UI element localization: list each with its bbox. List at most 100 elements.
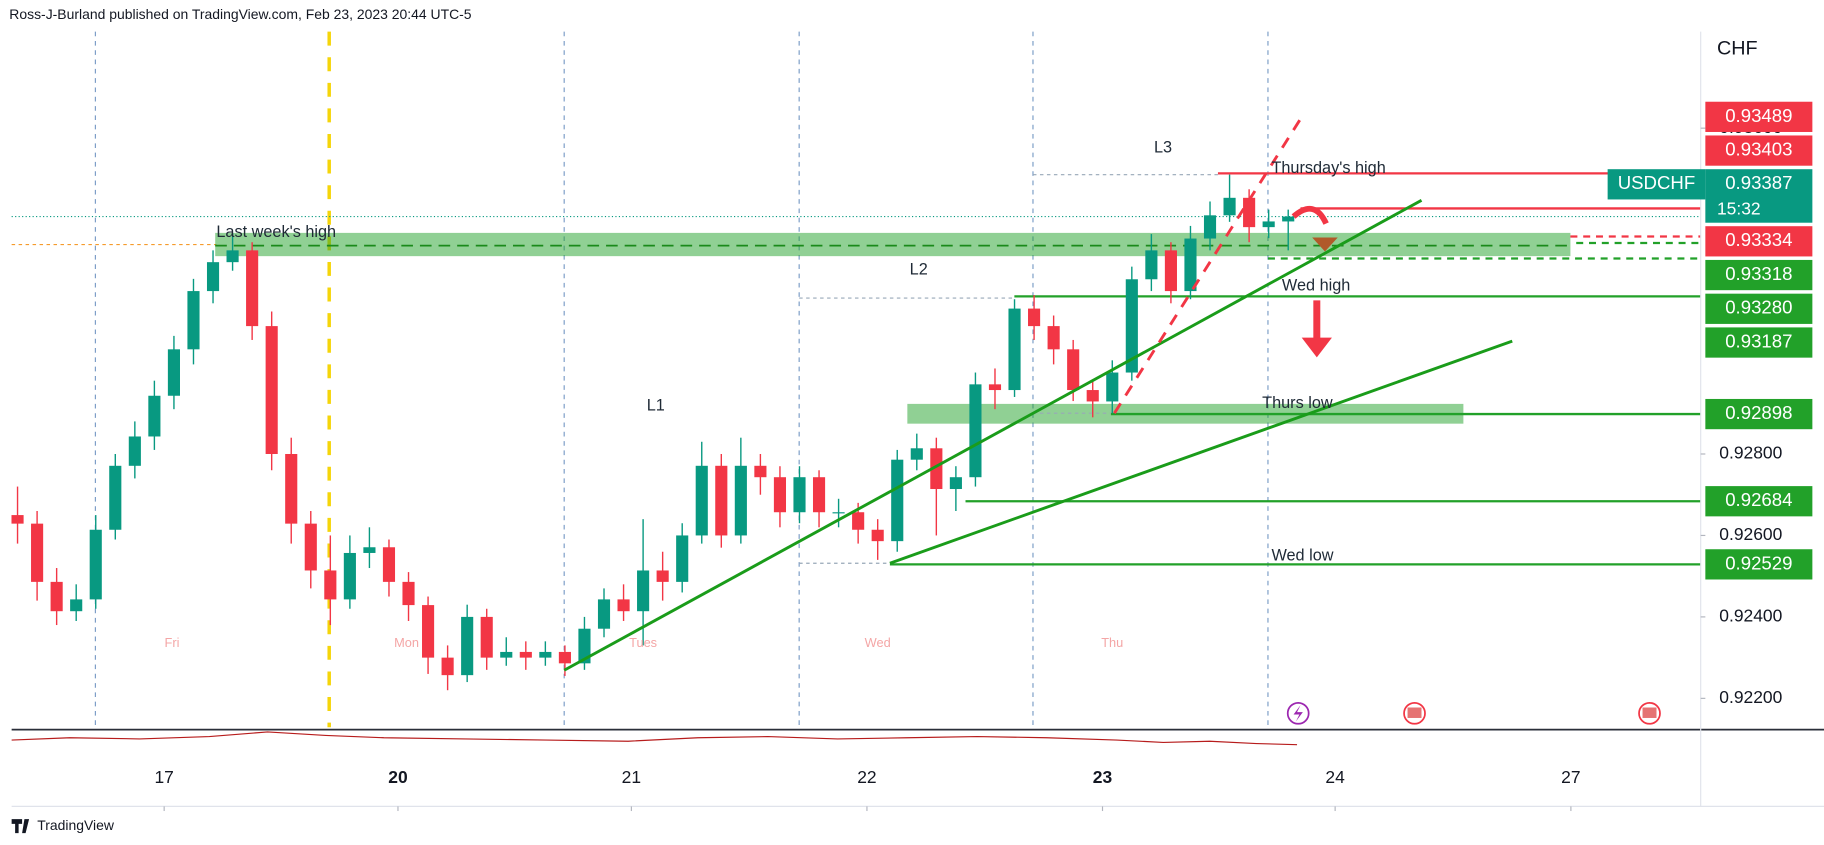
candle-body bbox=[754, 465, 767, 478]
candle-body bbox=[812, 477, 826, 513]
candle-body bbox=[461, 616, 474, 676]
session-label: Wed bbox=[865, 635, 891, 650]
guide-lines bbox=[799, 174, 1218, 564]
candle-body bbox=[578, 628, 591, 664]
candle-body bbox=[226, 250, 239, 263]
annotation: L3 bbox=[1154, 138, 1172, 156]
candle-body bbox=[656, 570, 669, 582]
candle-body bbox=[1262, 221, 1275, 228]
x-tick-label: 27 bbox=[1561, 767, 1580, 787]
candle-body bbox=[167, 349, 180, 396]
candle-body bbox=[324, 570, 337, 600]
candle-body bbox=[70, 599, 83, 612]
candle-body bbox=[930, 448, 943, 490]
candle-body bbox=[539, 651, 552, 658]
candle-body bbox=[1184, 238, 1197, 292]
price-label: 0.93387 bbox=[1725, 172, 1792, 193]
logo bbox=[11, 819, 30, 834]
candle-body bbox=[891, 459, 904, 542]
candle-body bbox=[206, 262, 220, 292]
x-tick-label: 22 bbox=[857, 767, 876, 787]
candle-body bbox=[402, 581, 415, 606]
symbol-label: USDCHF bbox=[1618, 172, 1696, 193]
candle-body bbox=[773, 477, 787, 513]
resistance-zone bbox=[215, 232, 1571, 257]
arrow-head bbox=[1301, 337, 1332, 358]
candle-body bbox=[1145, 250, 1158, 280]
candle-body bbox=[1047, 326, 1060, 350]
annotation: Thursday's high bbox=[1271, 159, 1385, 177]
candle-body bbox=[1243, 197, 1256, 228]
candle-body bbox=[480, 616, 493, 658]
price-label: 0.93334 bbox=[1725, 229, 1792, 250]
candle-body bbox=[109, 465, 122, 530]
x-tick-label: 20 bbox=[388, 767, 407, 787]
candle-body bbox=[988, 384, 1002, 391]
indicator-line bbox=[11, 731, 1298, 746]
trend-channel bbox=[1113, 118, 1302, 414]
price-label: 0.92898 bbox=[1725, 402, 1792, 423]
candle-body bbox=[871, 529, 884, 542]
x-tick-label: 23 bbox=[1093, 767, 1113, 787]
x-tick-label: 17 bbox=[154, 767, 173, 787]
candle-body bbox=[11, 515, 24, 524]
price-label-box bbox=[1705, 101, 1813, 132]
candle-body bbox=[1067, 349, 1080, 391]
price-label-box bbox=[1705, 327, 1813, 358]
price-label-box bbox=[1705, 226, 1813, 257]
candle-body bbox=[382, 547, 396, 582]
price-label: 0.92684 bbox=[1725, 489, 1792, 510]
candle-body bbox=[1028, 308, 1041, 327]
session-label: Fri bbox=[165, 635, 180, 650]
candle-body bbox=[715, 465, 728, 536]
candle-body bbox=[910, 448, 923, 460]
price-label: 0.93489 bbox=[1725, 105, 1792, 126]
x-tick-label: 21 bbox=[622, 767, 641, 787]
session-label: Thu bbox=[1101, 635, 1123, 650]
candle-body bbox=[832, 512, 845, 514]
price-label-box bbox=[1705, 486, 1813, 517]
candle-body bbox=[637, 570, 650, 612]
countdown: 15:32 bbox=[1717, 199, 1761, 219]
arrow-head bbox=[1312, 237, 1338, 252]
symbol-label-box bbox=[1607, 169, 1706, 200]
candle-body bbox=[597, 599, 611, 629]
candle-body bbox=[265, 326, 278, 454]
y-tick-label: 0.92600 bbox=[1719, 524, 1782, 544]
candle-body bbox=[128, 436, 141, 466]
candle-body bbox=[793, 477, 806, 513]
candle-body bbox=[1008, 308, 1021, 391]
candle-body bbox=[148, 395, 161, 437]
candle-body bbox=[89, 529, 102, 600]
event-icons bbox=[1286, 701, 1661, 725]
axes: 0.936000.928000.926000.924000.9220017202… bbox=[154, 101, 1813, 812]
candle-body bbox=[363, 547, 376, 553]
candle-body bbox=[734, 465, 747, 536]
price-label: 0.93187 bbox=[1725, 330, 1792, 351]
candle-body bbox=[441, 657, 454, 676]
candle-body bbox=[676, 535, 689, 582]
candle-body bbox=[285, 453, 298, 524]
candle-body bbox=[1223, 197, 1236, 216]
candle-body bbox=[1282, 216, 1295, 222]
arrow bbox=[1291, 205, 1329, 225]
candle-body bbox=[852, 512, 865, 530]
candle-body bbox=[422, 605, 435, 658]
price-label-box bbox=[1705, 169, 1813, 223]
candle-body bbox=[343, 552, 356, 600]
candle-body bbox=[1203, 215, 1217, 239]
candle-body bbox=[1164, 250, 1177, 292]
price-label: 0.93280 bbox=[1725, 297, 1792, 318]
annotation: L2 bbox=[910, 260, 928, 278]
trendlines bbox=[563, 199, 1513, 672]
publisher: Ross-J-Burland published on TradingView.… bbox=[9, 6, 472, 22]
y-tick-label: 0.92800 bbox=[1719, 443, 1782, 463]
session-label: Tues bbox=[629, 635, 657, 650]
candle-body bbox=[519, 651, 532, 658]
candle-body bbox=[1125, 279, 1138, 373]
levels bbox=[889, 172, 1701, 566]
event-icon-glyph bbox=[1642, 707, 1657, 718]
candle-body bbox=[246, 250, 259, 327]
y-tick-label: 0.92400 bbox=[1719, 606, 1782, 626]
